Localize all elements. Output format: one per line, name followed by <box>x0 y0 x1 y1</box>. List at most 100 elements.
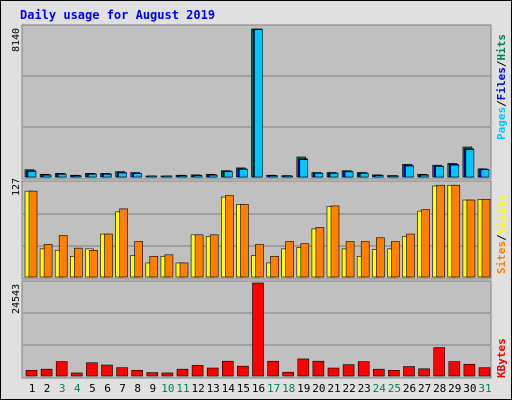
day-label-4: 4 <box>74 382 81 395</box>
pages-bar-5 <box>88 173 97 178</box>
sites-bar-7 <box>119 208 128 278</box>
legend-top: Pages/Files/Hits <box>495 34 508 140</box>
pages-bar-3 <box>57 173 67 178</box>
kbytes-bar-19 <box>297 358 310 377</box>
pages-bar-15 <box>239 169 248 178</box>
kbytes-bar-29 <box>448 361 461 377</box>
kbytes-bar-27 <box>418 368 430 377</box>
legend-pages: Pages <box>495 107 508 140</box>
day-label-16: 16 <box>252 382 265 395</box>
kbytes-bar-25 <box>388 370 400 377</box>
sites-bar-23 <box>360 241 370 278</box>
day-label-19: 19 <box>297 382 310 395</box>
sites-bar-5 <box>89 250 98 278</box>
day-label-13: 13 <box>207 382 220 395</box>
pages-bar-14 <box>224 171 233 178</box>
legend-sep-1: / <box>495 100 508 107</box>
sites-bar-15 <box>240 204 249 278</box>
kbytes-bar-17 <box>267 360 279 377</box>
kbytes-bar-6 <box>101 364 113 377</box>
pages-bar-23 <box>359 173 369 178</box>
day-label-31: 31 <box>478 382 491 395</box>
chart-title: Daily usage for August 2019 <box>20 8 215 22</box>
pages-bar-17 <box>269 175 278 178</box>
kbytes-bar-18 <box>282 371 295 377</box>
pages-bar-11 <box>178 175 188 178</box>
day-label-15: 15 <box>237 382 250 395</box>
sites-bar-11 <box>179 262 189 278</box>
pages-bar-10 <box>163 175 173 178</box>
day-label-8: 8 <box>134 382 141 395</box>
sites-bar-3 <box>58 235 68 278</box>
sites-bar-13 <box>209 234 219 278</box>
day-label-26: 26 <box>403 382 416 395</box>
day-label-5: 5 <box>89 382 96 395</box>
day-labels: 1 2 3 4 5 6 7 8 9 10 11 12 13 14 15 16 17 18 19 20 21 22 23 24 2… <box>29 382 492 395</box>
sites-bar-14 <box>225 195 234 278</box>
sites-bar-18 <box>285 241 295 278</box>
day-label-20: 20 <box>312 382 325 395</box>
kbytes-bar-21 <box>327 367 340 377</box>
kbytes-bar-10 <box>161 372 174 377</box>
day-label-24: 24 <box>373 382 387 395</box>
kbytes-bar-16 <box>252 282 264 377</box>
pages-bar-16 <box>254 29 263 178</box>
pages-bar-18 <box>284 175 294 178</box>
kbytes-bars <box>25 282 491 377</box>
day-label-28: 28 <box>433 382 446 395</box>
pages-bar-25 <box>390 175 399 178</box>
pages-bar-6 <box>103 173 112 178</box>
kbytes-bar-12 <box>191 365 204 377</box>
sites-bar-27 <box>421 209 430 278</box>
kbytes-bar-20 <box>312 360 325 377</box>
sites-bar-21 <box>330 205 340 278</box>
sites-bar-4 <box>74 247 83 278</box>
legend-hits: Hits <box>495 34 508 61</box>
hits-files-pages-bars <box>24 28 490 178</box>
kbytes-bar-14 <box>222 360 234 377</box>
sites-bar-24 <box>375 237 385 278</box>
kbytes-bar-30 <box>463 363 476 377</box>
pages-bar-9 <box>148 175 158 178</box>
day-label-9: 9 <box>149 382 156 395</box>
day-label-1: 1 <box>29 382 36 395</box>
kbytes-bar-24 <box>372 368 385 377</box>
day-label-7: 7 <box>119 382 126 395</box>
kbytes-bar-23 <box>357 361 370 377</box>
sites-bar-8 <box>134 241 143 278</box>
day-label-6: 6 <box>104 382 111 395</box>
sites-bar-31 <box>481 198 491 278</box>
hits-ymax-label: 8140 <box>11 28 22 52</box>
kbytes-bar-15 <box>237 365 249 377</box>
kbytes-ymax-label: 24543 <box>11 284 22 314</box>
pages-bar-27 <box>420 174 429 178</box>
pages-bar-1 <box>27 171 37 178</box>
day-label-29: 29 <box>448 382 461 395</box>
sites-bar-12 <box>194 234 204 278</box>
legend-files: Files <box>495 67 508 100</box>
day-label-27: 27 <box>418 382 431 395</box>
kbytes-bar-1 <box>25 370 38 377</box>
kbytes-bar-9 <box>146 372 159 377</box>
sites-bar-25 <box>391 241 400 278</box>
pages-bar-30 <box>465 149 475 178</box>
kbytes-bar-4 <box>71 372 83 377</box>
pages-bar-2 <box>42 174 52 178</box>
kbytes-bar-13 <box>206 367 219 377</box>
pages-bar-13 <box>208 174 218 178</box>
legend-sites: Sites <box>495 241 508 274</box>
day-label-12: 12 <box>191 382 204 395</box>
sites-bar-2 <box>43 244 53 278</box>
sites-bar-19 <box>300 243 310 278</box>
pages-bar-24 <box>374 175 384 178</box>
pages-bar-4 <box>73 175 82 178</box>
sites-bar-26 <box>406 233 415 278</box>
sites-bar-30 <box>466 199 476 278</box>
sites-bar-28 <box>436 184 446 278</box>
kbytes-bar-31 <box>478 367 491 377</box>
sites-bar-9 <box>149 255 159 278</box>
kbytes-bar-2 <box>40 368 53 377</box>
day-label-11: 11 <box>176 382 189 395</box>
kbytes-bar-8 <box>131 370 143 377</box>
